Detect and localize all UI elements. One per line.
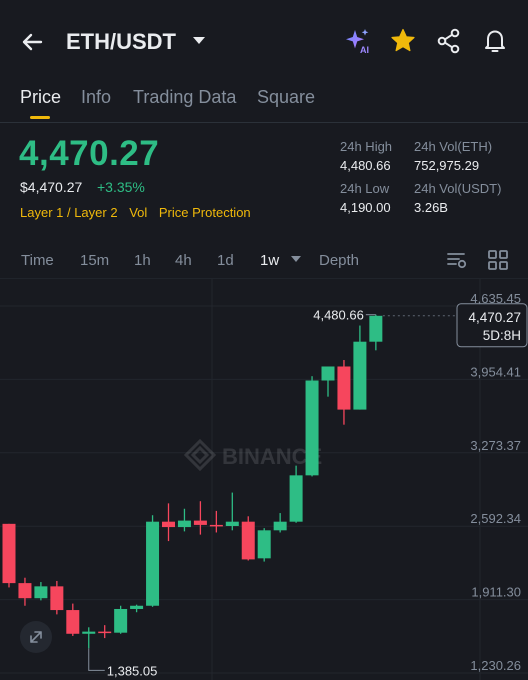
- candle-body: [225, 521, 239, 526]
- expand-chart-button[interactable]: [20, 621, 52, 653]
- candle-body: [369, 315, 383, 342]
- expand-icon: [30, 631, 42, 643]
- candle-body: [18, 583, 32, 599]
- binance-watermark: BINANCE: [183, 438, 322, 472]
- divider: [0, 122, 528, 123]
- last-price: 4,470.27: [19, 134, 160, 173]
- divider: [0, 278, 528, 279]
- candle-body: [337, 366, 351, 410]
- token-tags: Layer 1 / Layer 2 Vol Price Protection: [20, 205, 259, 220]
- candle-body: [321, 366, 335, 381]
- timeframe-more-icon[interactable]: [291, 256, 301, 262]
- timeframe-1d[interactable]: 1d: [217, 252, 234, 269]
- indicator-settings-icon[interactable]: [445, 248, 469, 272]
- vol-eth-value: 752,975.29: [414, 158, 480, 173]
- current-price-box: [456, 303, 528, 348]
- y-axis-tick-label: 1,911.30: [471, 585, 521, 600]
- high-label: 24h High: [340, 139, 393, 154]
- low-label: 24h Low: [340, 181, 390, 196]
- candle-body: [177, 520, 191, 528]
- low-marker-line: [88, 648, 105, 671]
- high-marker-label: 4,480.66: [313, 308, 364, 323]
- watermark-text: BINANCE: [222, 444, 322, 469]
- tag-layer[interactable]: Layer 1 / Layer 2: [20, 205, 118, 220]
- tag-price-protection[interactable]: Price Protection: [158, 205, 251, 220]
- candle-body: [146, 521, 160, 606]
- price-change-percent: +3.35%: [97, 179, 145, 195]
- timeframe-1w[interactable]: 1w: [260, 252, 280, 269]
- candle-body: [34, 586, 48, 599]
- candle-body: [273, 521, 287, 531]
- low-value: 4,190.00: [340, 200, 391, 215]
- candle-countdown-label: 5D:8H: [483, 328, 521, 343]
- candle-body: [2, 523, 16, 584]
- vol-usdt-label: 24h Vol(USDT): [414, 181, 502, 196]
- y-axis-tick-label: 1,230.26: [470, 658, 521, 673]
- share-icon[interactable]: [434, 26, 464, 56]
- tab-info[interactable]: Info: [81, 87, 112, 107]
- grid-layout-icon[interactable]: [486, 248, 510, 272]
- y-axis-tick-label: 3,954.41: [470, 364, 521, 379]
- header-bar: ETH/USDT AI: [0, 0, 528, 84]
- timeframe-time[interactable]: Time: [21, 252, 54, 269]
- tab-trading-data[interactable]: Trading Data: [133, 87, 237, 107]
- candle-body: [209, 524, 223, 527]
- candle-body: [130, 605, 144, 609]
- ai-sparkle-icon[interactable]: AI: [343, 26, 373, 56]
- candle-body: [289, 475, 303, 522]
- active-tab-indicator: [30, 116, 50, 119]
- candle-body: [82, 631, 96, 634]
- vol-eth-label: 24h Vol(ETH): [414, 139, 493, 154]
- y-axis-tick-label: 3,273.37: [470, 438, 521, 453]
- candle-body: [162, 521, 175, 528]
- tab-price[interactable]: Price: [20, 87, 62, 107]
- timeframe-15m[interactable]: 15m: [80, 252, 110, 269]
- timeframe-1h[interactable]: 1h: [134, 252, 151, 269]
- ai-badge-text: AI: [360, 45, 369, 55]
- candle-body: [193, 520, 207, 525]
- high-value: 4,480.66: [340, 158, 391, 173]
- candle-body: [50, 586, 64, 611]
- tag-vol[interactable]: Vol: [129, 205, 148, 220]
- timeframe-4h[interactable]: 4h: [175, 252, 192, 269]
- bell-icon[interactable]: [480, 26, 510, 56]
- back-arrow-icon[interactable]: [18, 28, 46, 56]
- binance-logo-icon: [183, 438, 217, 472]
- candle-body: [114, 608, 128, 633]
- candle-body: [98, 631, 112, 634]
- candle-body: [353, 341, 367, 410]
- candle-body: [66, 610, 80, 634]
- star-icon[interactable]: [388, 26, 418, 56]
- current-price-label: 4,470.27: [468, 310, 521, 325]
- low-marker-label: 1,385.05: [107, 663, 158, 678]
- usd-price: $4,470.27: [20, 179, 83, 195]
- candlestick-chart[interactable]: 4,635.45 3,954.41 3,273.37 2,592.34 1,911.30…: [0, 279, 528, 680]
- candle-body: [241, 521, 255, 560]
- y-axis-tick-label: 4,635.45: [470, 291, 521, 306]
- section-tabs: Price Info Trading Data Square: [0, 84, 528, 122]
- tab-square[interactable]: Square: [257, 87, 316, 107]
- trading-pair-title[interactable]: ETH/USDT: [66, 29, 176, 54]
- y-axis-tick-label: 2,592.34: [470, 511, 521, 526]
- chevron-down-icon[interactable]: [193, 37, 205, 44]
- vol-usdt-value: 3.26B: [414, 200, 448, 215]
- candle-body: [305, 380, 319, 476]
- candle-body: [257, 530, 271, 559]
- timeframe-depth[interactable]: Depth: [319, 252, 360, 269]
